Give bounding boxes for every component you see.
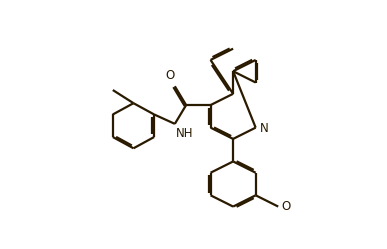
Text: N: N <box>260 122 269 135</box>
Text: NH: NH <box>176 127 193 140</box>
Text: O: O <box>281 200 290 213</box>
Text: O: O <box>166 68 175 82</box>
